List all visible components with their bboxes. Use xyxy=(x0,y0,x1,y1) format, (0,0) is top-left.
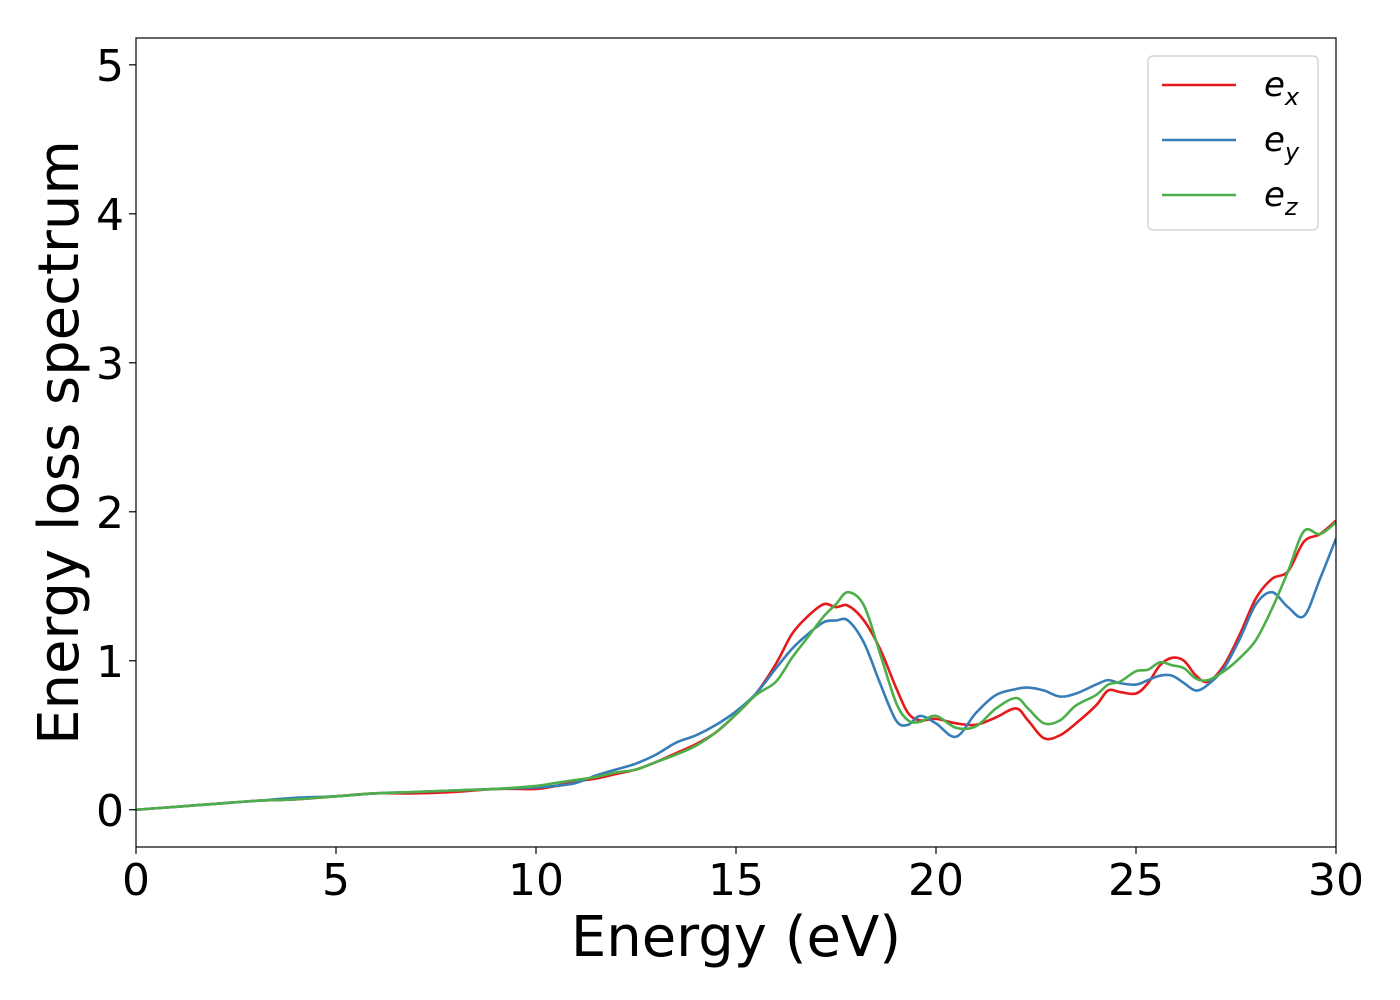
x-axis-title: Energy (eV) xyxy=(571,905,901,970)
x-tick-label: 20 xyxy=(908,855,964,906)
legend-box xyxy=(1147,55,1319,231)
series-line-ey xyxy=(136,538,1336,812)
series-line-ex xyxy=(136,519,1336,812)
x-tick-label: 5 xyxy=(322,855,350,906)
y-axis-title: Energy loss spectrum xyxy=(27,140,92,745)
y-tick-label: 0 xyxy=(96,786,124,837)
x-axis-ticks: 0 5 10 15 20 25 30 xyxy=(122,847,1364,906)
legend-entry-ez: ez xyxy=(1162,175,1299,221)
legend-entry-ex: ex xyxy=(1162,65,1300,111)
y-axis-ticks: 0 1 2 3 4 5 xyxy=(96,41,136,837)
y-tick-label: 4 xyxy=(96,190,124,241)
series-line-ez xyxy=(136,521,1336,812)
series-lines xyxy=(136,519,1336,812)
legend-label: ez xyxy=(1264,175,1299,221)
y-tick-label: 3 xyxy=(96,339,124,390)
x-tick-label: 25 xyxy=(1108,855,1164,906)
legend: ex ey ez xyxy=(1147,55,1319,231)
y-tick-label: 2 xyxy=(96,488,124,539)
y-tick-label: 5 xyxy=(96,41,124,92)
y-tick-label: 1 xyxy=(96,637,124,688)
legend-label: ex xyxy=(1264,65,1300,111)
x-tick-label: 10 xyxy=(508,855,564,906)
legend-label: ey xyxy=(1264,120,1300,166)
x-tick-label: 30 xyxy=(1308,855,1364,906)
x-tick-label: 15 xyxy=(708,855,764,906)
x-tick-label: 0 xyxy=(122,855,150,906)
legend-entry-ey: ey xyxy=(1162,120,1300,166)
